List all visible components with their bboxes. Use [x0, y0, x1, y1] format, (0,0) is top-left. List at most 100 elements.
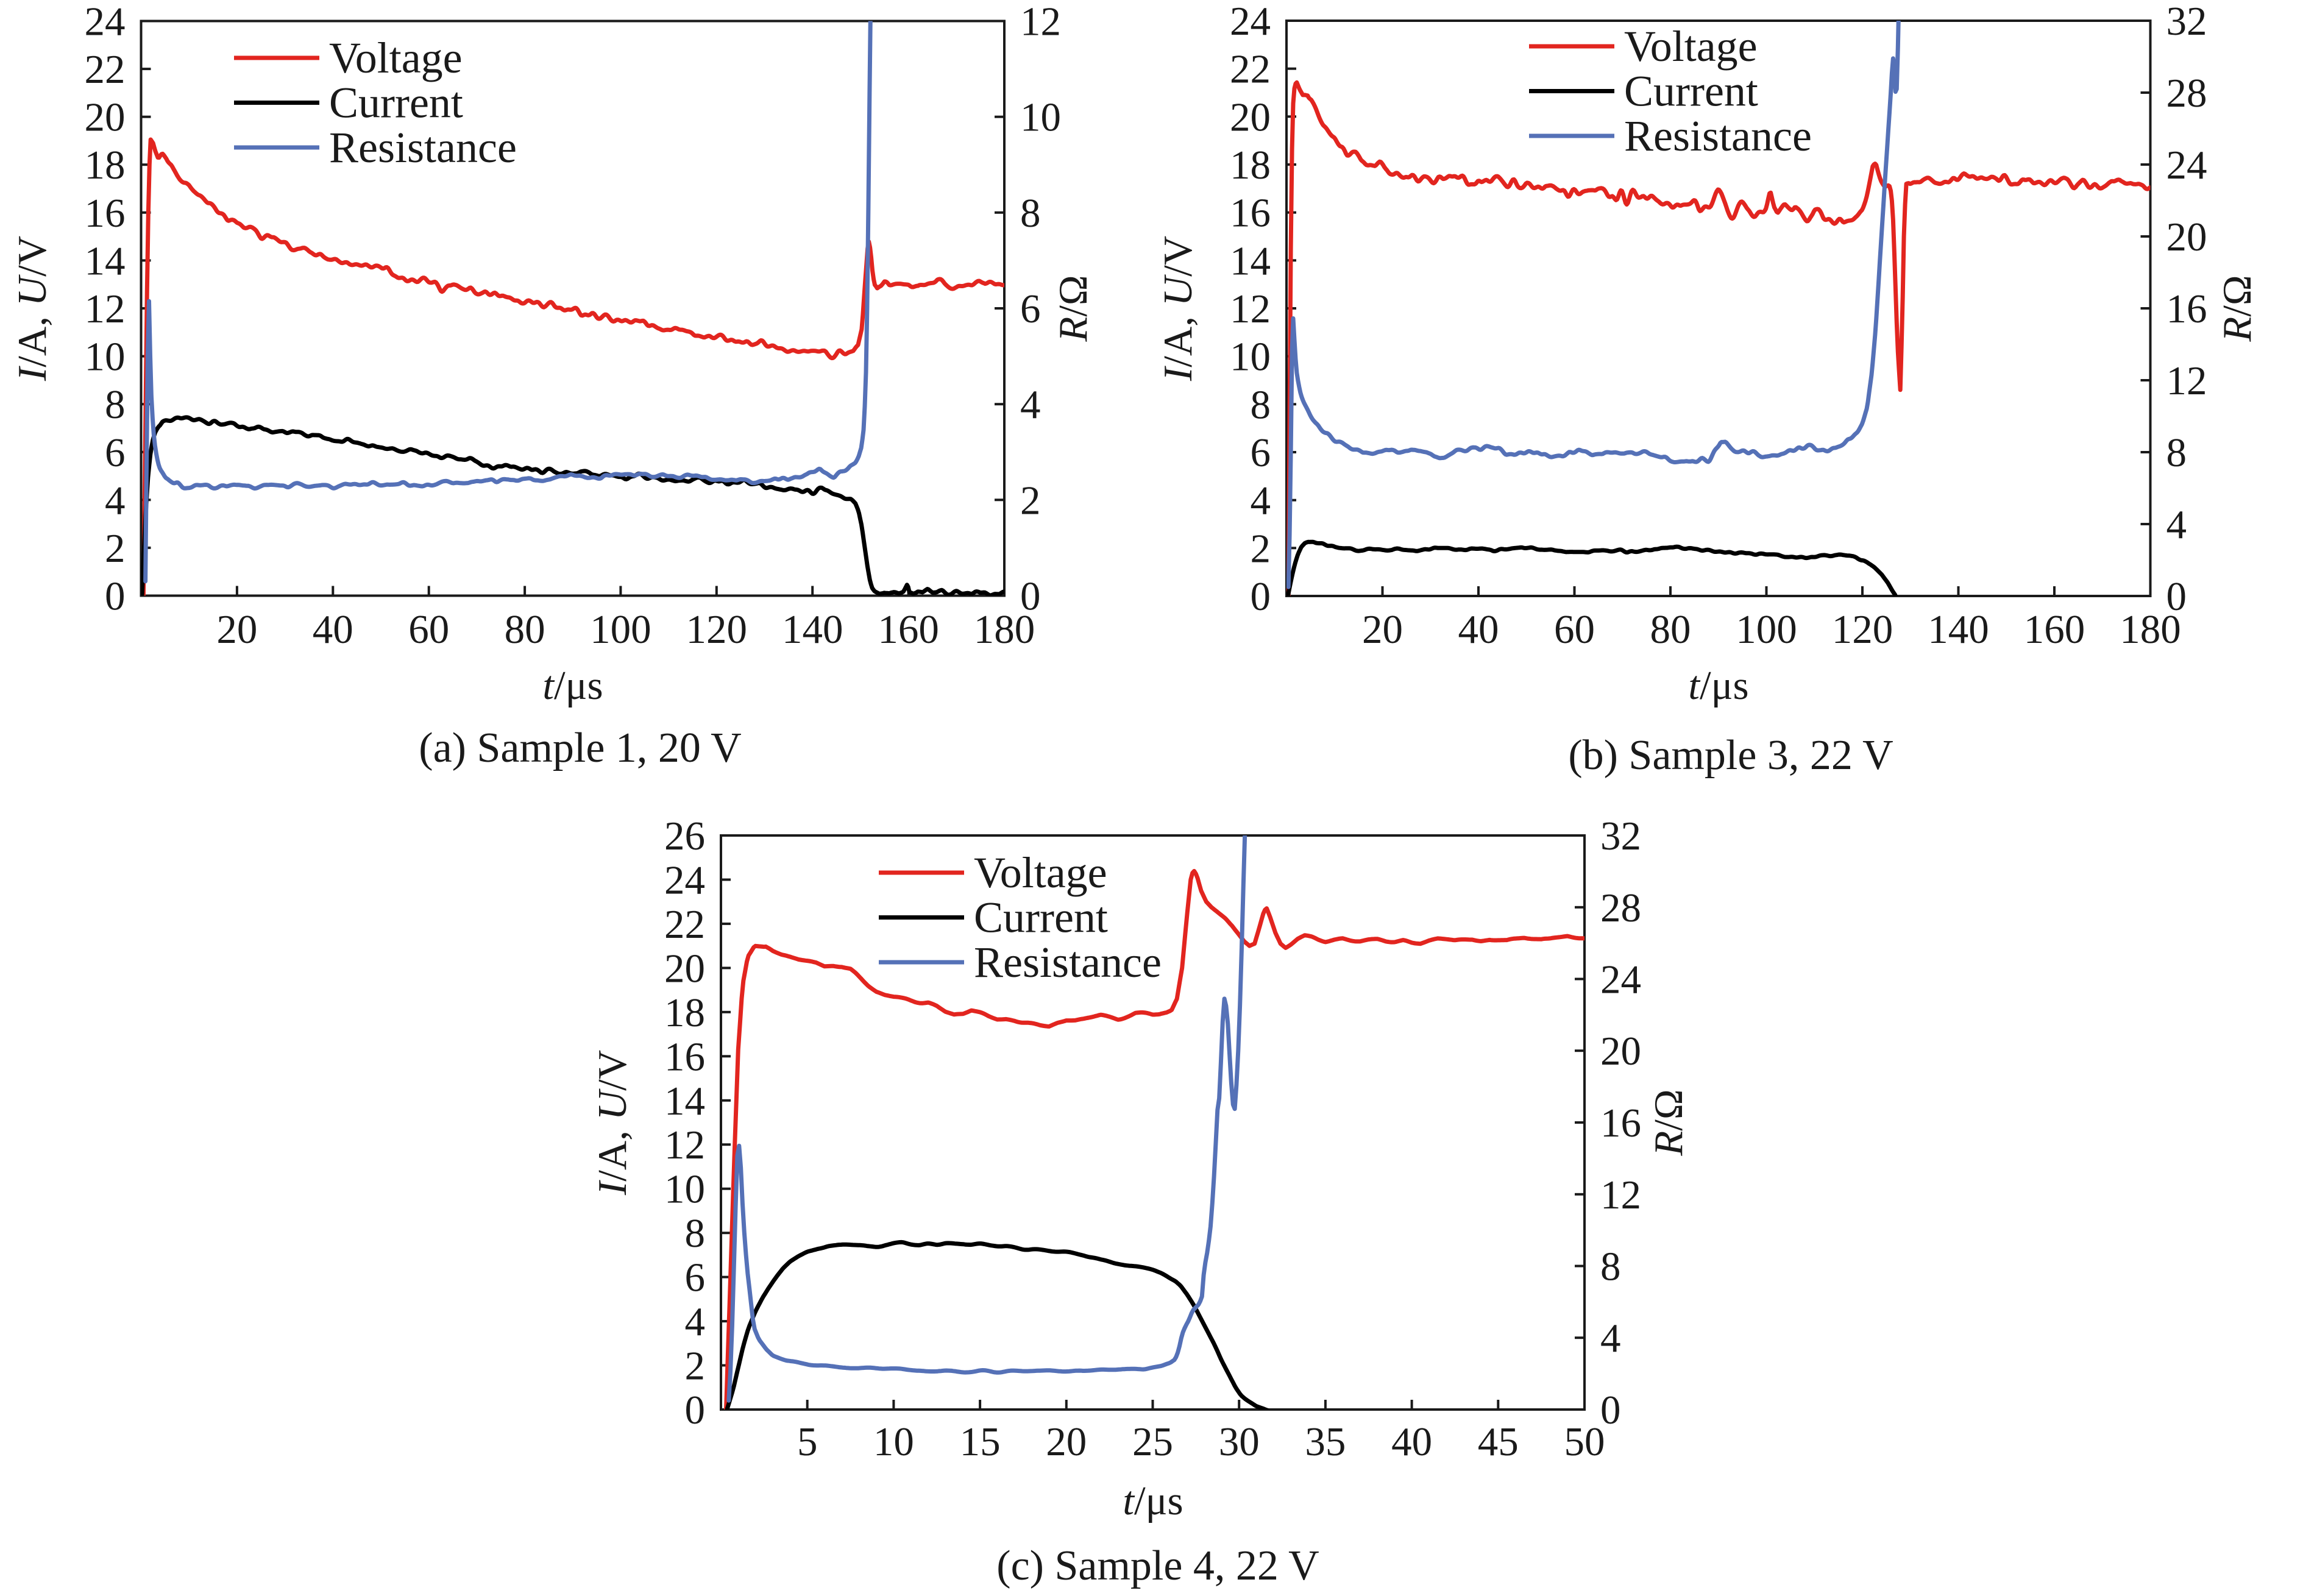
svg-text:50: 50: [1564, 1419, 1605, 1464]
svg-text:0: 0: [685, 1388, 706, 1433]
svg-text:12: 12: [664, 1123, 705, 1168]
svg-text:10: 10: [664, 1167, 705, 1212]
svg-text:2: 2: [105, 526, 126, 571]
svg-text:24: 24: [2166, 143, 2207, 188]
svg-text:0: 0: [105, 574, 126, 619]
svg-text:80: 80: [505, 607, 545, 652]
svg-text:8: 8: [1251, 382, 1271, 427]
svg-text:16: 16: [1230, 191, 1271, 236]
svg-text:18: 18: [664, 990, 705, 1035]
svg-text:24: 24: [1230, 0, 1271, 44]
svg-text:10: 10: [85, 335, 126, 380]
svg-text:4: 4: [685, 1299, 706, 1344]
svg-text:6: 6: [1020, 286, 1041, 332]
svg-text:t/μs: t/μs: [542, 663, 603, 708]
svg-text:22: 22: [1230, 47, 1271, 92]
svg-text:10: 10: [873, 1419, 914, 1464]
svg-text:0: 0: [1020, 574, 1041, 619]
svg-text:(b) Sample 3, 22 V: (b) Sample 3, 22 V: [1568, 732, 1893, 779]
svg-text:t/μs: t/μs: [1688, 663, 1748, 708]
svg-text:8: 8: [2166, 430, 2187, 475]
svg-text:8: 8: [685, 1211, 706, 1256]
svg-text:20: 20: [1362, 607, 1403, 652]
svg-text:8: 8: [105, 382, 126, 427]
svg-text:Current: Current: [329, 79, 463, 127]
svg-text:I/A, U/V: I/A, U/V: [10, 236, 55, 381]
svg-text:22: 22: [85, 47, 126, 92]
svg-text:R/Ω: R/Ω: [1646, 1089, 1691, 1156]
svg-text:100: 100: [590, 607, 651, 652]
svg-text:16: 16: [2166, 286, 2207, 332]
svg-text:4: 4: [1251, 478, 1271, 523]
svg-text:14: 14: [664, 1079, 705, 1124]
svg-text:8: 8: [1600, 1244, 1621, 1289]
svg-text:8: 8: [1020, 191, 1041, 236]
svg-text:28: 28: [1600, 885, 1641, 931]
svg-text:(c) Sample 4, 22 V: (c) Sample 4, 22 V: [996, 1542, 1319, 1589]
svg-text:4: 4: [105, 478, 126, 523]
svg-text:180: 180: [974, 607, 1035, 652]
svg-text:40: 40: [313, 607, 353, 652]
svg-text:I/A, U/V: I/A, U/V: [590, 1050, 635, 1196]
svg-text:80: 80: [1650, 607, 1691, 652]
svg-text:20: 20: [216, 607, 257, 652]
svg-text:120: 120: [686, 607, 748, 652]
svg-text:35: 35: [1305, 1419, 1346, 1464]
svg-text:18: 18: [1230, 143, 1271, 188]
svg-text:0: 0: [1600, 1388, 1621, 1433]
svg-text:4: 4: [2166, 502, 2187, 547]
svg-text:Voltage: Voltage: [1624, 22, 1758, 71]
svg-text:4: 4: [1020, 382, 1041, 427]
svg-text:t/μs: t/μs: [1123, 1478, 1183, 1523]
svg-text:28: 28: [2166, 71, 2207, 116]
svg-text:5: 5: [797, 1419, 818, 1464]
svg-text:20: 20: [1230, 94, 1271, 140]
svg-text:180: 180: [2120, 607, 2181, 652]
svg-text:22: 22: [664, 902, 705, 947]
svg-text:100: 100: [1736, 607, 1797, 652]
svg-text:16: 16: [85, 191, 126, 236]
svg-text:24: 24: [1600, 957, 1641, 1002]
svg-text:16: 16: [664, 1034, 705, 1079]
svg-text:10: 10: [1020, 95, 1061, 140]
svg-text:20: 20: [2166, 215, 2207, 260]
svg-text:6: 6: [685, 1255, 706, 1300]
svg-text:2: 2: [1251, 526, 1271, 571]
svg-text:140: 140: [782, 607, 843, 652]
svg-text:Voltage: Voltage: [974, 848, 1107, 897]
svg-text:15: 15: [960, 1419, 1001, 1464]
svg-text:40: 40: [1391, 1419, 1432, 1464]
svg-text:160: 160: [878, 607, 939, 652]
svg-text:2: 2: [685, 1344, 706, 1389]
svg-text:140: 140: [1928, 607, 1989, 652]
svg-text:Resistance: Resistance: [1624, 112, 1812, 160]
svg-text:14: 14: [85, 238, 126, 283]
svg-text:16: 16: [1600, 1101, 1641, 1146]
svg-text:120: 120: [1832, 607, 1893, 652]
svg-text:20: 20: [85, 95, 126, 140]
svg-text:4: 4: [1600, 1316, 1621, 1361]
svg-text:R/Ω: R/Ω: [1051, 275, 1096, 342]
svg-text:24: 24: [85, 0, 126, 44]
svg-text:12: 12: [2166, 358, 2207, 403]
svg-text:60: 60: [1554, 607, 1595, 652]
svg-text:(a) Sample 1, 20 V: (a) Sample 1, 20 V: [419, 725, 741, 771]
svg-text:Current: Current: [974, 893, 1108, 942]
svg-text:60: 60: [408, 607, 449, 652]
svg-text:25: 25: [1132, 1419, 1173, 1464]
svg-text:12: 12: [1020, 0, 1061, 44]
svg-text:20: 20: [664, 946, 705, 991]
svg-text:6: 6: [1251, 430, 1271, 475]
svg-text:6: 6: [105, 430, 126, 475]
svg-text:Voltage: Voltage: [329, 34, 463, 82]
svg-text:20: 20: [1600, 1029, 1641, 1074]
svg-text:12: 12: [85, 286, 126, 332]
svg-text:24: 24: [664, 858, 705, 903]
svg-text:18: 18: [85, 143, 126, 188]
svg-text:160: 160: [2024, 607, 2085, 652]
svg-text:R/Ω: R/Ω: [2215, 275, 2260, 342]
svg-text:40: 40: [1458, 607, 1499, 652]
svg-text:14: 14: [1230, 238, 1271, 283]
svg-text:Resistance: Resistance: [329, 123, 517, 172]
svg-text:0: 0: [2166, 574, 2187, 619]
